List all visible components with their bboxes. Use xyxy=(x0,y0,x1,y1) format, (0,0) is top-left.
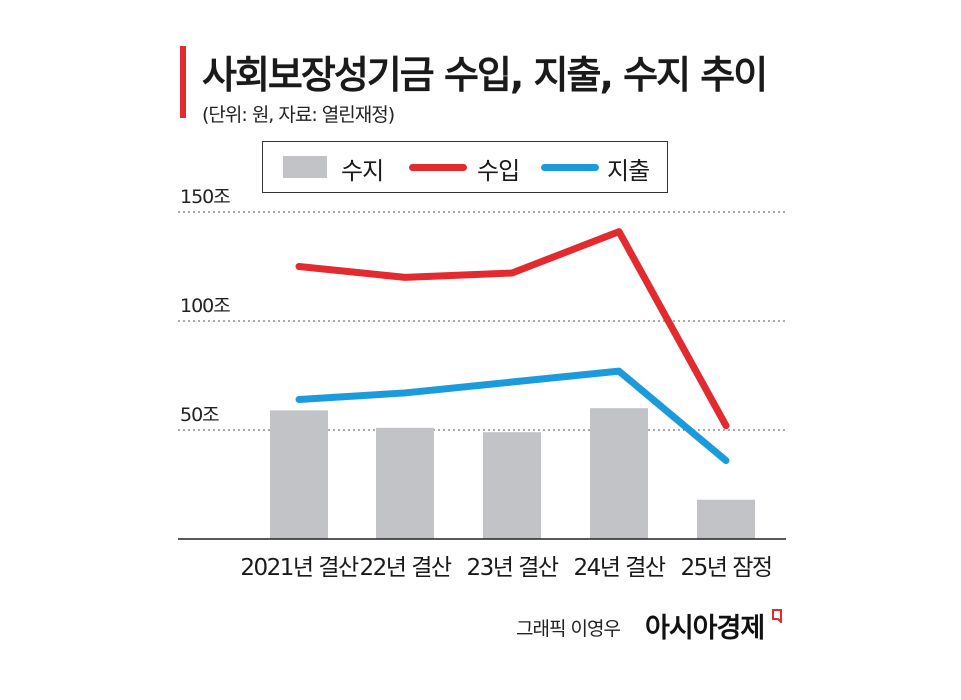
publisher-logo-mark-icon xyxy=(772,609,782,623)
y-tick-label: 150조 xyxy=(180,186,230,208)
chart-subtitle: (단위: 원, 자료: 열린재정) xyxy=(202,104,395,126)
legend-label-revenue: 수입 xyxy=(477,157,520,185)
x-tick-label: 24년 결산 xyxy=(573,555,665,581)
x-tick-label: 25년 잠정 xyxy=(680,555,771,581)
bar-balance xyxy=(697,499,755,539)
legend-swatch-balance xyxy=(283,156,327,178)
title-accent-bar xyxy=(180,46,186,118)
legend-label-balance: 수지 xyxy=(341,157,384,185)
legend-label-expenditure: 지출 xyxy=(607,157,650,185)
publisher-logo-text: 아시아경제 xyxy=(645,613,765,644)
chart-title: 사회보장성기금 수입, 지출, 수지 추이 xyxy=(202,53,768,97)
bar-balance xyxy=(376,427,434,539)
line-revenue xyxy=(295,228,730,430)
y-tick-label: 50조 xyxy=(180,404,219,426)
line-expenditure xyxy=(295,367,730,465)
bar-balance xyxy=(270,410,328,539)
x-tick-label: 23년 결산 xyxy=(466,555,558,581)
bar-balance xyxy=(590,408,648,539)
bar-balance xyxy=(483,432,541,539)
y-tick-label: 100조 xyxy=(180,295,230,317)
legend: 수지 수입 지출 xyxy=(262,141,668,193)
legend-swatch-revenue xyxy=(409,164,467,171)
x-tick-label: 2021년 결산 xyxy=(240,555,359,581)
legend-swatch-expenditure xyxy=(541,164,599,171)
x-tick-label: 22년 결산 xyxy=(359,555,451,581)
graphic-credit: 그래픽 이영우 xyxy=(516,618,621,640)
